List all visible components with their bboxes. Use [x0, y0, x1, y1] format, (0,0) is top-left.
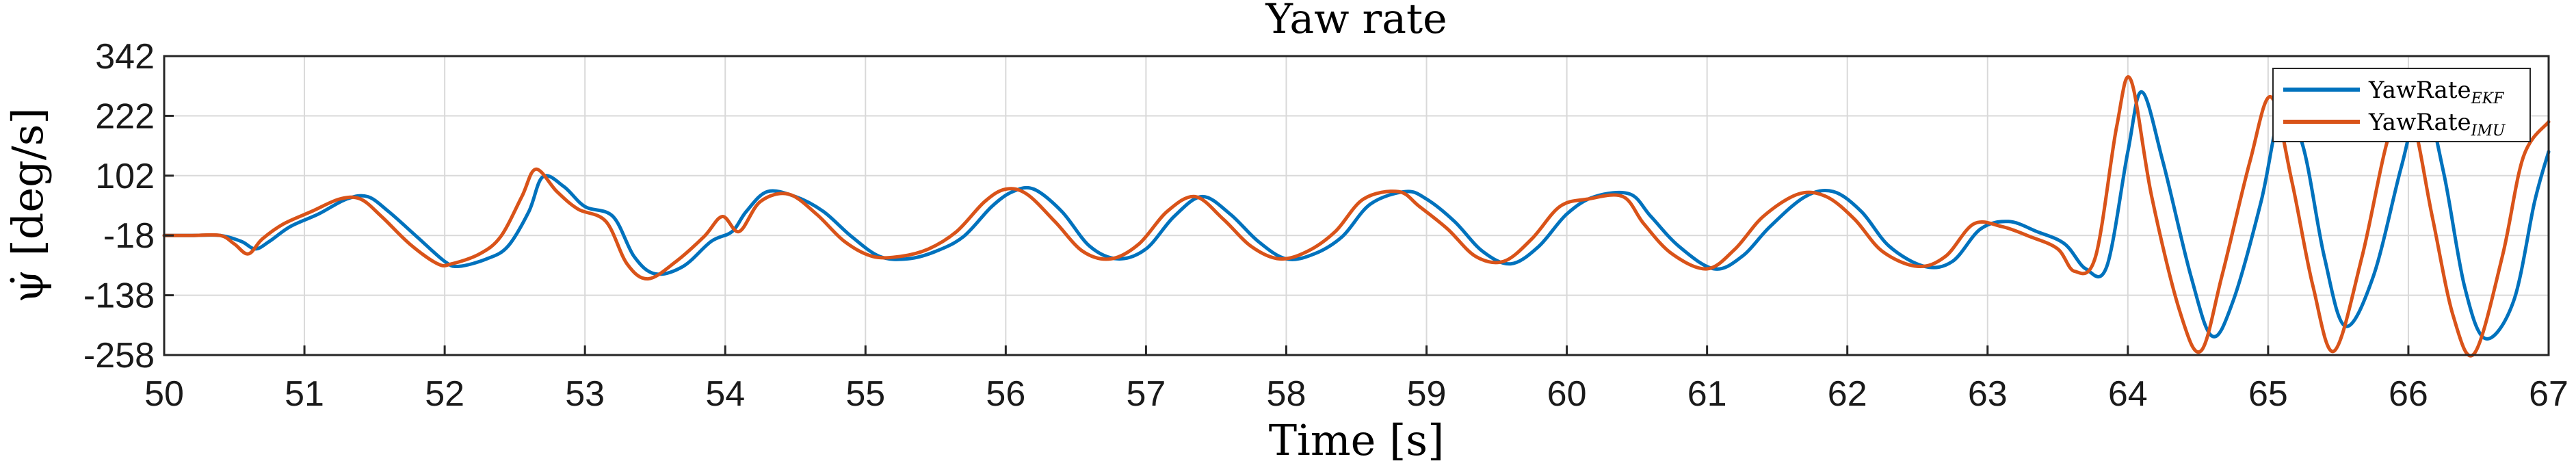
legend-subscript-imu: IMU — [2471, 122, 2506, 140]
legend-label-ekf: YawRateEKF — [2368, 77, 2504, 107]
x-tick-label: 65 — [2248, 374, 2288, 414]
x-tick-label: 57 — [1126, 374, 1166, 414]
legend[interactable]: YawRateEKF YawRateIMU — [2272, 68, 2531, 142]
y-tick-label: -258 — [83, 336, 155, 376]
x-tick-label: 62 — [1828, 374, 1867, 414]
legend-subscript-ekf: EKF — [2471, 90, 2504, 107]
legend-box — [2272, 68, 2531, 142]
x-axis-ticks: 50 51 52 53 54 55 56 57 58 59 60 61 62 63 64 65 66 67 — [144, 345, 2568, 414]
y-tick-label: -138 — [83, 276, 155, 316]
x-tick-label: 63 — [1968, 374, 2008, 414]
x-tick-label: 52 — [425, 374, 464, 414]
y-tick-label: 102 — [95, 157, 155, 196]
x-tick-label: 60 — [1547, 374, 1587, 414]
x-tick-label: 59 — [1407, 374, 1447, 414]
series-line-ekf — [162, 90, 2551, 341]
legend-label-imu: YawRateIMU — [2368, 109, 2506, 140]
legend-name-ekf: YawRate — [2368, 77, 2471, 104]
y-axis-label: ψ̇ [deg/s] — [3, 107, 53, 302]
x-tick-label: 66 — [2389, 374, 2428, 414]
x-tick-label: 55 — [845, 374, 885, 414]
x-tick-label: 67 — [2529, 374, 2568, 414]
x-tick-label: 51 — [285, 374, 324, 414]
y-tick-label: 342 — [95, 37, 155, 77]
x-tick-label: 64 — [2108, 374, 2148, 414]
series-line-imu — [162, 75, 2551, 358]
x-tick-label: 50 — [144, 374, 184, 414]
y-tick-label: 222 — [95, 96, 155, 136]
plot-frame — [163, 55, 2550, 356]
x-tick-label: 54 — [705, 374, 745, 414]
x-tick-label: 61 — [1687, 374, 1727, 414]
chart-title: Yaw rate — [1265, 0, 1447, 43]
x-tick-label: 56 — [986, 374, 1025, 414]
series-layer — [162, 75, 2551, 358]
x-tick-label: 58 — [1267, 374, 1306, 414]
y-tick-label: -18 — [103, 216, 155, 256]
y-axis-ticks: -258 -138 -18 102 222 342 — [83, 37, 174, 376]
legend-name-imu: YawRate — [2368, 109, 2471, 136]
x-axis-label: Time [s] — [1269, 415, 1445, 465]
x-tick-label: 53 — [565, 374, 605, 414]
